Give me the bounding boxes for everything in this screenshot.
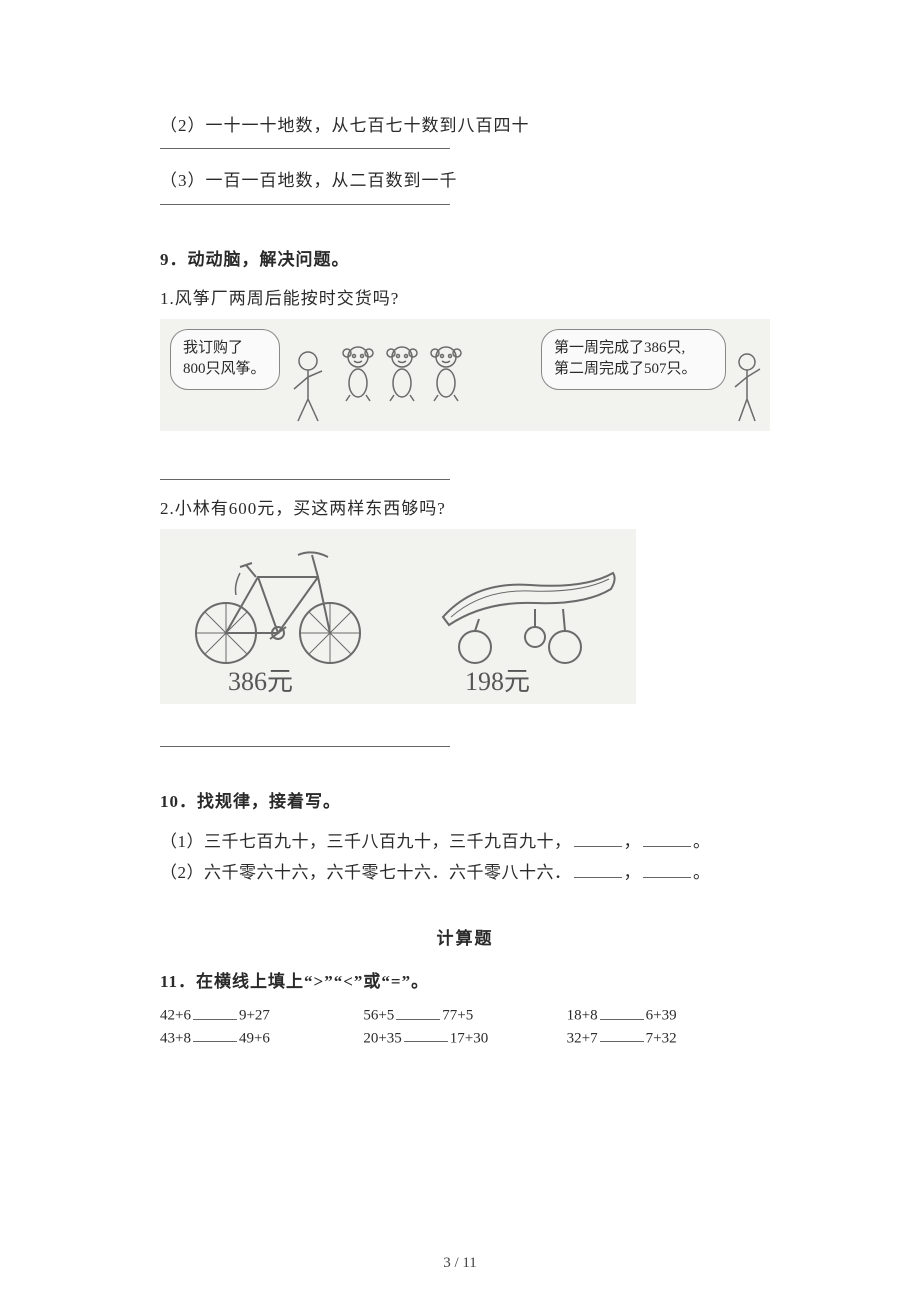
fill-blank[interactable] [574,861,622,878]
answer-line[interactable] [160,479,450,480]
pattern-text: （2）六千零六十六，六千零七十六．六千零八十六． [160,863,572,882]
sep: ， [624,832,642,851]
answer-line[interactable] [160,746,450,747]
end: 。 [693,832,711,851]
compare-grid: 42+6 9+27 56+5 77+5 18+8 6+39 43+8 49+6 20+3… [160,1006,770,1047]
speech-bubble-progress: 第一周完成了386只, 第二周完成了507只。 [541,329,726,391]
fill-blank[interactable] [600,1006,644,1020]
fill-blank[interactable] [396,1006,440,1020]
answer-line[interactable] [160,148,450,149]
expr-left: 56+5 [363,1008,394,1024]
end: 。 [693,863,711,882]
expr-right: 9+27 [239,1008,270,1024]
q10-line1: （1）三千七百九十，三千八百九十，三千九百九十， ， 。 [160,826,770,857]
fill-blank[interactable] [600,1029,644,1043]
q10-line2: （2）六千零六十六，六千零七十六．六千零八十六． ， 。 [160,857,770,888]
expr-right: 49+6 [239,1030,270,1046]
speech-text: 第二周完成了507只。 [554,359,713,381]
fill-blank[interactable] [574,830,622,847]
shopping-illustration: 386元 198元 [160,529,636,704]
skateboard-icon [435,561,625,676]
q8-item3: （3）一百一百地数，从二百数到一千 [160,165,770,197]
fill-blank[interactable] [193,1006,237,1020]
expr-right: 77+5 [442,1008,473,1024]
sep: ， [624,863,642,882]
compare-cell: 43+8 49+6 [160,1029,363,1048]
q9-title: 9．动动脑，解决问题。 [160,245,770,270]
price-bicycle: 386元 [228,661,293,698]
fill-blank[interactable] [193,1029,237,1043]
bicycle-icon [178,537,378,672]
monkey-group [340,345,464,403]
expr-left: 18+8 [567,1008,598,1024]
compare-cell: 20+35 17+30 [363,1029,566,1048]
kite-factory-illustration: 我订购了 800只风筝。 第一周完成了386只, 第二周完成了507只。 [160,319,770,431]
expr-right: 6+39 [646,1008,677,1024]
expr-left: 32+7 [567,1030,598,1046]
speech-text: 800只风筝。 [183,359,267,381]
expr-right: 17+30 [450,1030,488,1046]
pattern-text: （1）三千七百九十，三千八百九十，三千九百九十， [160,832,572,851]
price-skateboard: 198元 [465,661,530,698]
q10-title: 10．找规律，接着写。 [160,787,770,812]
monkey-icon [340,345,376,403]
boy-figure-icon [730,351,764,425]
answer-line[interactable] [160,204,450,205]
boy-figure-icon [286,347,330,425]
page-number: 3 / 11 [0,1255,920,1272]
monkey-icon [428,345,464,403]
speech-text: 我订购了 [183,338,267,360]
q11-title: 11．在横线上填上“>”“<”或“=”。 [160,967,770,992]
worksheet-page: （2）一十一十地数，从七百七十数到八百四十 （3）一百一百地数，从二百数到一千 … [0,0,920,1047]
compare-cell: 32+7 7+32 [567,1029,770,1048]
speech-bubble-order: 我订购了 800只风筝。 [170,329,280,391]
expr-left: 43+8 [160,1030,191,1046]
monkey-icon [384,345,420,403]
expr-left: 42+6 [160,1008,191,1024]
compare-cell: 42+6 9+27 [160,1006,363,1025]
speech-text: 第一周完成了386只, [554,338,713,360]
q9-sub1: 1.风筝厂两周后能按时交货吗? [160,284,770,309]
fill-blank[interactable] [404,1029,448,1043]
expr-right: 7+32 [646,1030,677,1046]
q8-item2: （2）一十一十地数，从七百七十数到八百四十 [160,110,770,142]
compare-cell: 18+8 6+39 [567,1006,770,1025]
calc-heading: 计算题 [160,924,770,949]
compare-cell: 56+5 77+5 [363,1006,566,1025]
q9-sub2: 2.小林有600元，买这两样东西够吗? [160,494,770,519]
fill-blank[interactable] [643,861,691,878]
expr-left: 20+35 [363,1030,401,1046]
fill-blank[interactable] [643,830,691,847]
